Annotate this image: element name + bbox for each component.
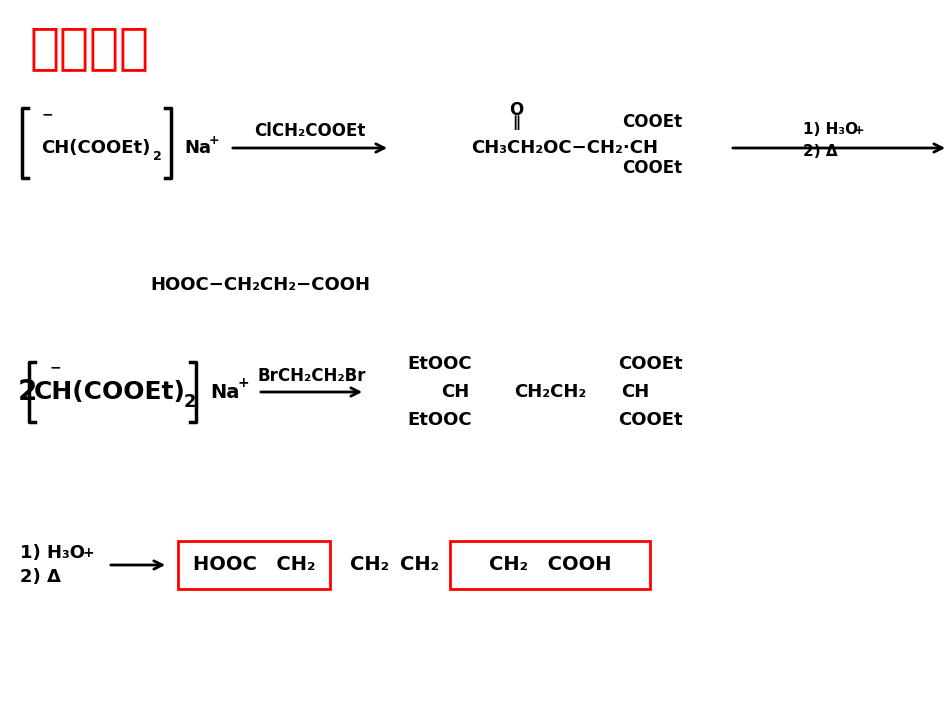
Text: CH(COOEt): CH(COOEt)	[41, 139, 151, 157]
Bar	[178, 541, 330, 589]
Text: ∥: ∥	[512, 115, 520, 130]
Text: CH: CH	[441, 383, 469, 401]
Text: CH: CH	[621, 383, 649, 401]
Text: +: +	[854, 123, 865, 136]
Text: EtOOC: EtOOC	[408, 411, 472, 429]
Text: −: −	[42, 107, 53, 121]
Text: 2) Δ: 2) Δ	[20, 568, 61, 586]
Text: 2: 2	[18, 378, 37, 406]
Text: CH₃CH₂OC−CH₂·CH: CH₃CH₂OC−CH₂·CH	[471, 139, 658, 157]
Text: 2: 2	[153, 150, 162, 163]
Text: Na: Na	[184, 139, 212, 157]
Text: Na: Na	[210, 382, 239, 401]
Text: COOEt: COOEt	[622, 159, 682, 177]
Text: COOEt: COOEt	[618, 411, 682, 429]
Text: +: +	[238, 376, 249, 390]
Text: 1) H₃O: 1) H₃O	[803, 123, 858, 138]
Text: CH₂: CH₂	[351, 555, 390, 575]
Text: 1) H₃O: 1) H₃O	[20, 544, 85, 562]
Text: CH₂: CH₂	[401, 555, 440, 575]
Text: HOOC−CH₂CH₂−COOH: HOOC−CH₂CH₂−COOH	[150, 276, 370, 294]
Text: 2) Δ: 2) Δ	[803, 145, 838, 160]
Text: CH₂  COOH: CH₂ COOH	[488, 555, 611, 575]
Text: O: O	[509, 101, 523, 119]
Text: HOOC  CH₂: HOOC CH₂	[193, 555, 315, 575]
Text: +: +	[82, 546, 94, 560]
Text: EtOOC: EtOOC	[408, 355, 472, 373]
Text: BrCH₂CH₂Br: BrCH₂CH₂Br	[257, 367, 367, 385]
Bar	[450, 541, 650, 589]
Text: +: +	[209, 133, 219, 146]
Text: CH₂CH₂: CH₂CH₂	[514, 383, 586, 401]
Text: CH(COOEt): CH(COOEt)	[34, 380, 186, 404]
Text: COOEt: COOEt	[622, 113, 682, 131]
Text: ClCH₂COOEt: ClCH₂COOEt	[255, 122, 366, 140]
Text: COOEt: COOEt	[618, 355, 682, 373]
Text: 制二元酸: 制二元酸	[30, 24, 150, 72]
Text: −: −	[50, 360, 62, 374]
Text: 2: 2	[183, 393, 197, 411]
